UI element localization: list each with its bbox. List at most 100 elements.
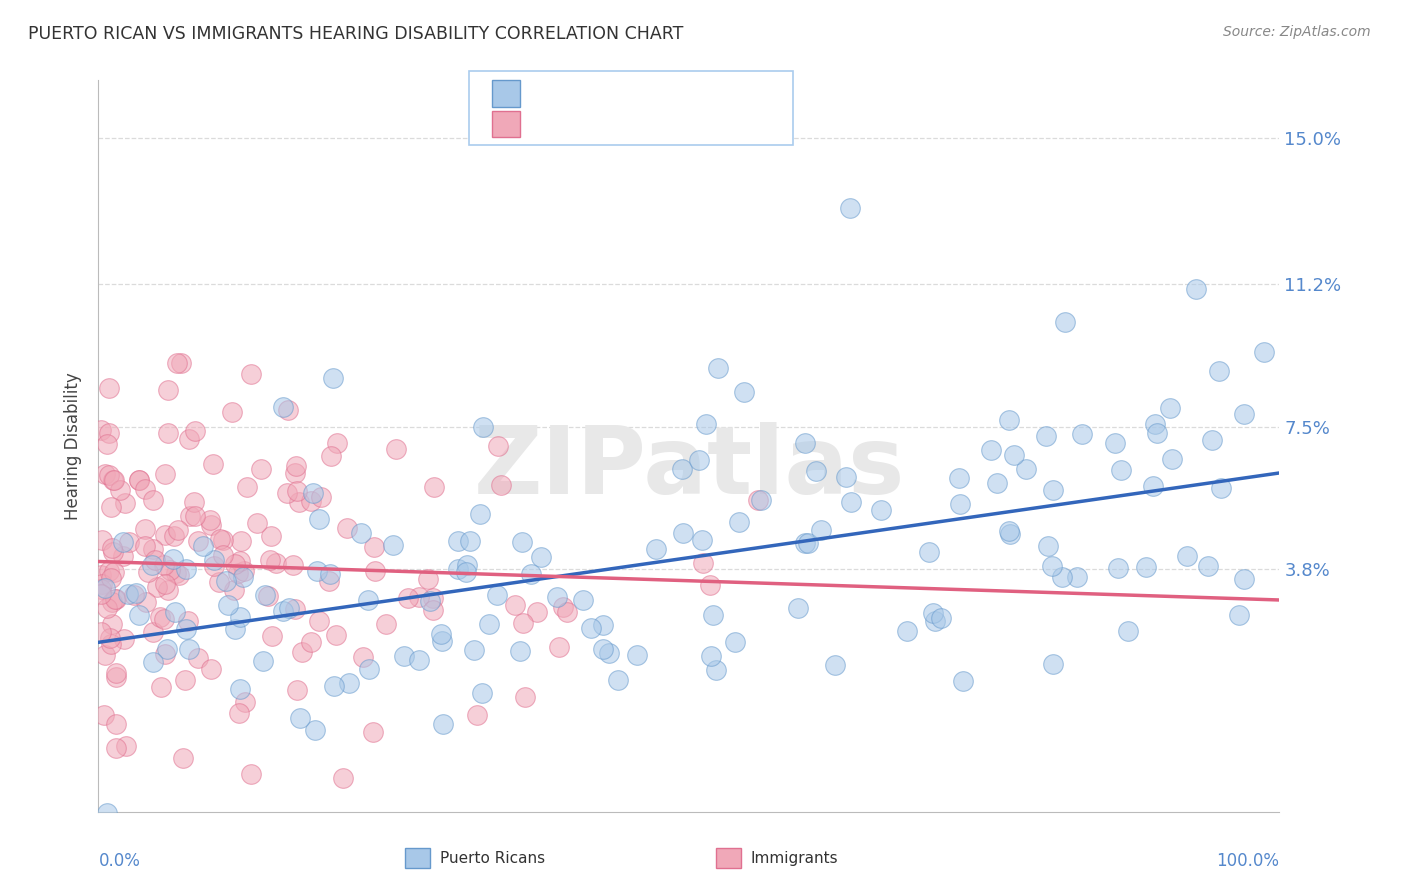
Point (1104, 435, 1126, 450)
Point (100, 637, 122, 651)
Point (246, 516, 269, 530)
Point (381, 538, 404, 552)
Point (692, 556, 714, 570)
Point (463, 643, 485, 657)
Point (162, 552, 184, 566)
Point (260, 629, 283, 643)
Point (187, 534, 209, 549)
Point (271, 401, 294, 415)
Point (167, 568, 190, 582)
Point (952, 673, 974, 688)
Point (288, 711, 311, 725)
Point (1002, 449, 1025, 463)
Y-axis label: Hearing Disability: Hearing Disability (65, 372, 83, 520)
Text: 153: 153 (659, 115, 693, 133)
Point (520, 567, 543, 582)
Point (509, 644, 531, 658)
Point (146, 580, 169, 594)
Point (352, 649, 374, 664)
Point (276, 485, 298, 500)
Point (176, 622, 198, 636)
Point (94, 467, 117, 482)
Point (305, 564, 328, 578)
Point (1040, 559, 1063, 574)
Point (489, 477, 512, 491)
Point (112, 632, 135, 646)
Text: 0.0%: 0.0% (98, 852, 141, 870)
Point (787, 601, 810, 615)
Point (111, 535, 134, 549)
Point (228, 610, 250, 624)
Point (277, 403, 299, 417)
Point (1042, 657, 1064, 671)
Text: Source: ZipAtlas.com: Source: ZipAtlas.com (1223, 25, 1371, 39)
Point (287, 683, 309, 698)
Point (157, 583, 180, 598)
Point (454, 565, 477, 579)
Point (124, 586, 146, 600)
Point (105, 665, 128, 680)
Point (105, 591, 128, 606)
Point (156, 641, 179, 656)
Point (277, 601, 299, 615)
Point (201, 457, 224, 471)
Point (1107, 561, 1129, 575)
Point (471, 419, 494, 434)
Point (260, 529, 283, 543)
Point (299, 635, 322, 649)
Point (356, 592, 378, 607)
Point (288, 494, 311, 508)
Point (134, 522, 156, 536)
Point (375, 616, 398, 631)
Point (447, 562, 470, 576)
Point (626, 648, 648, 662)
Point (699, 578, 721, 592)
Point (408, 653, 430, 667)
Point (153, 612, 176, 626)
Point (215, 574, 238, 588)
Point (101, 541, 124, 555)
Point (90, 568, 112, 582)
Point (512, 615, 534, 630)
Point (1185, 282, 1208, 296)
Point (135, 595, 157, 609)
Point (153, 647, 176, 661)
Point (824, 658, 846, 673)
Point (229, 554, 252, 568)
Point (110, 483, 132, 497)
Point (208, 574, 231, 589)
Point (183, 495, 205, 509)
Point (548, 640, 571, 654)
Point (111, 549, 134, 564)
Point (309, 490, 332, 504)
Point (231, 534, 253, 549)
Point (284, 602, 307, 616)
Point (222, 582, 245, 597)
Point (103, 545, 125, 559)
Point (285, 458, 308, 473)
Point (505, 598, 527, 612)
Point (285, 483, 308, 498)
Point (187, 651, 209, 665)
Point (530, 550, 553, 565)
Point (1233, 408, 1256, 422)
Point (105, 740, 128, 755)
Point (184, 508, 207, 523)
Point (422, 591, 444, 606)
Point (804, 463, 827, 477)
Point (236, 480, 259, 494)
Point (456, 558, 478, 572)
Point (319, 567, 342, 582)
Point (465, 707, 488, 722)
Point (321, 449, 343, 463)
Point (98, 425, 121, 440)
Point (1035, 429, 1057, 443)
Point (105, 717, 128, 731)
Point (510, 534, 533, 549)
Point (302, 485, 325, 500)
Point (179, 642, 201, 657)
Point (794, 536, 817, 550)
Point (114, 496, 136, 510)
Point (172, 750, 194, 764)
Point (224, 622, 246, 636)
